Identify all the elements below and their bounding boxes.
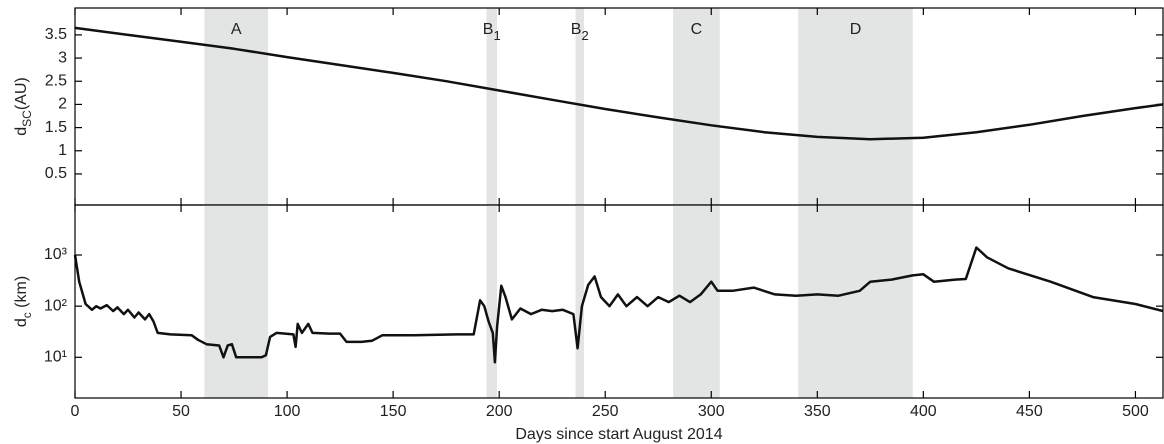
shaded-region	[798, 8, 913, 205]
x-tick-label: 400	[910, 403, 937, 420]
region-label: C	[691, 21, 703, 38]
shaded-region	[575, 205, 585, 398]
data-line	[73, 246, 1164, 364]
region-label: B1	[483, 21, 501, 43]
region-label-sub: 2	[581, 28, 588, 43]
y-axis-label-sub: c	[20, 312, 34, 318]
y-tick-label: 1	[58, 142, 67, 159]
x-tick-label: 250	[592, 403, 619, 420]
y-tick-label: 3	[58, 49, 67, 66]
y-axis-label-unit: (AU)	[13, 77, 30, 110]
shaded-region	[204, 8, 268, 205]
y-axis-label-main: d	[13, 127, 30, 136]
x-tick-label: 100	[274, 403, 301, 420]
y-axis-label-unit: (km)	[13, 276, 30, 312]
region-label-text: D	[850, 21, 862, 38]
x-tick-label: 50	[172, 403, 190, 420]
region-label-text: C	[691, 21, 703, 38]
shaded-region	[673, 8, 720, 205]
x-tick-label: 500	[1122, 403, 1149, 420]
region-label-sub: 1	[493, 28, 500, 43]
shaded-region	[673, 205, 720, 398]
shaded-region	[204, 205, 268, 398]
region-label-text: B	[571, 21, 582, 38]
y-tick-label: 2	[58, 96, 67, 113]
y-axis-label: dc (km)	[13, 276, 34, 327]
region-label: B2	[571, 21, 589, 43]
shaded-region	[486, 8, 498, 205]
shaded-region	[798, 205, 913, 398]
x-tick-label: 0	[71, 403, 80, 420]
y-axis-label-main: d	[13, 318, 30, 327]
x-tick-label: 150	[380, 403, 407, 420]
y-tick-label: 10³	[44, 246, 68, 263]
x-tick-label: 300	[698, 403, 725, 420]
region-label-text: B	[483, 21, 494, 38]
y-tick-label: 1.5	[45, 119, 67, 136]
y-tick-label: 2.5	[45, 72, 67, 89]
data-line	[74, 26, 1164, 141]
y-axis-label: dSC(AU)	[13, 77, 34, 135]
y-tick-label: 10¹	[44, 349, 67, 366]
region-label: A	[231, 21, 242, 38]
x-tick-label: 450	[1016, 403, 1043, 420]
x-axis-label: Days since start August 2014	[515, 426, 722, 443]
y-axis-label-sub: SC	[20, 110, 34, 127]
shaded-region	[486, 205, 498, 398]
x-tick-label: 350	[804, 403, 831, 420]
y-tick-label: 3.5	[45, 26, 67, 43]
plot-frame	[74, 204, 1164, 399]
y-tick-label: 10²	[44, 297, 68, 314]
shaded-region	[575, 8, 585, 205]
region-label-text: A	[231, 21, 242, 38]
x-tick-label: 200	[486, 403, 513, 420]
y-tick-label: 0.5	[45, 165, 67, 182]
region-label: D	[850, 21, 862, 38]
